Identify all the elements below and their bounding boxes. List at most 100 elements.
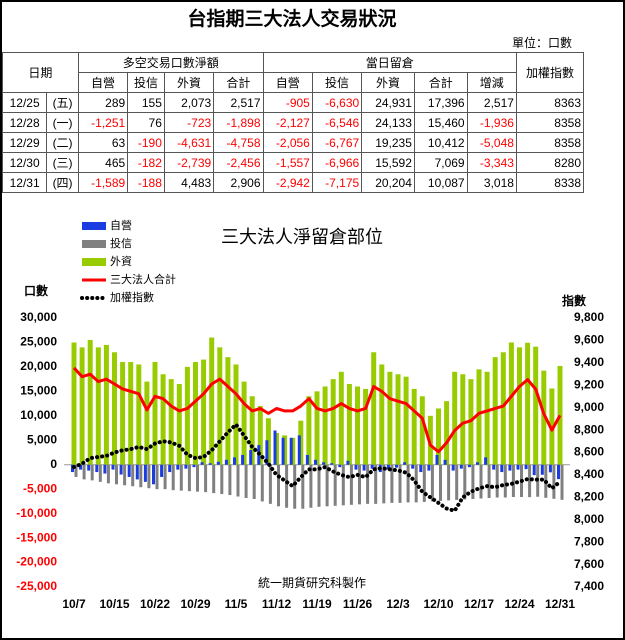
bar bbox=[103, 464, 107, 474]
bar bbox=[82, 464, 86, 480]
legend-swatch bbox=[82, 240, 106, 248]
bar bbox=[135, 464, 139, 480]
header: 增減 bbox=[466, 72, 517, 93]
cell: -1,557 bbox=[262, 152, 313, 173]
bar bbox=[371, 352, 377, 465]
legend-label: 投信 bbox=[110, 236, 132, 250]
y-tick-label: -5,000 bbox=[23, 481, 57, 495]
bar bbox=[236, 464, 240, 497]
bar bbox=[241, 454, 245, 465]
cell: (一) bbox=[46, 112, 79, 133]
bar bbox=[87, 340, 93, 465]
bar bbox=[362, 464, 366, 471]
bar bbox=[532, 464, 536, 476]
y-tick-label: -20,000 bbox=[16, 555, 57, 569]
cell: -1,589 bbox=[77, 172, 129, 193]
bar bbox=[358, 464, 361, 505]
bar bbox=[212, 464, 216, 494]
legend-label: 自營 bbox=[110, 219, 132, 232]
bar bbox=[398, 464, 402, 503]
bar bbox=[525, 342, 531, 465]
bar bbox=[171, 464, 175, 491]
y-tick-label: 25,000 bbox=[20, 335, 57, 349]
bar bbox=[455, 464, 459, 500]
bar bbox=[484, 457, 488, 465]
cell: -5,048 bbox=[466, 132, 517, 153]
bar bbox=[508, 342, 514, 465]
cell: 2,906 bbox=[213, 172, 264, 193]
bar bbox=[422, 464, 426, 502]
bar bbox=[541, 370, 547, 465]
line bbox=[72, 422, 562, 513]
bar bbox=[228, 464, 232, 496]
bar bbox=[233, 457, 236, 465]
bar bbox=[90, 464, 94, 481]
bar bbox=[220, 464, 224, 495]
bar bbox=[427, 464, 431, 471]
bar bbox=[204, 464, 208, 493]
chart-title: 三大法人淨留倉部位 bbox=[221, 227, 383, 247]
bar bbox=[528, 464, 532, 498]
bar bbox=[548, 464, 552, 473]
row: 12/28 (一) -1,251 76 -723 -1,898 -2,127 -6,546 24… bbox=[2, 112, 585, 133]
bar bbox=[540, 464, 544, 475]
bar bbox=[281, 437, 285, 465]
y2-tick-label: 8,400 bbox=[574, 467, 604, 481]
cell: (三) bbox=[46, 152, 79, 173]
bar bbox=[196, 464, 199, 492]
line bbox=[72, 366, 562, 454]
bar bbox=[403, 462, 407, 465]
bar bbox=[128, 362, 134, 465]
bar bbox=[152, 464, 155, 485]
y-tick-label: 15,000 bbox=[20, 384, 57, 398]
bar bbox=[333, 464, 337, 506]
bar bbox=[451, 464, 455, 471]
bar bbox=[160, 464, 164, 477]
bar bbox=[314, 391, 320, 465]
bar bbox=[252, 464, 256, 499]
bar bbox=[224, 459, 228, 465]
y2-tick-label: 9,400 bbox=[574, 355, 604, 369]
bar bbox=[176, 464, 180, 470]
bar bbox=[147, 464, 151, 489]
header: 合計 bbox=[413, 72, 468, 93]
cell: -7,175 bbox=[311, 172, 363, 193]
bar bbox=[411, 464, 415, 469]
legend-swatch bbox=[82, 258, 106, 266]
bar bbox=[143, 464, 147, 482]
bar bbox=[366, 464, 370, 504]
y2-axis-label: 指數 bbox=[562, 293, 586, 308]
bar bbox=[500, 352, 506, 465]
bar bbox=[297, 435, 301, 465]
y-tick-label: -10,000 bbox=[16, 506, 57, 520]
bar bbox=[430, 464, 434, 502]
bar bbox=[390, 464, 394, 503]
bar bbox=[363, 388, 369, 465]
bar bbox=[123, 464, 127, 486]
bar bbox=[193, 362, 198, 465]
y2-tick-label: 8,600 bbox=[574, 445, 604, 459]
row: 12/31 (四) -1,589 -188 4,483 2,906 -2,942 -7,175… bbox=[2, 172, 585, 193]
legend-swatch bbox=[82, 222, 106, 230]
cell: 12/31 bbox=[2, 172, 48, 193]
bar bbox=[560, 464, 564, 500]
bar bbox=[268, 464, 272, 504]
x-tick-label: 10/22 bbox=[140, 597, 170, 611]
bar bbox=[200, 462, 204, 465]
bar bbox=[131, 464, 135, 487]
bar bbox=[87, 464, 91, 471]
cell: -1,898 bbox=[213, 112, 264, 133]
legend-label: 加權指數 bbox=[110, 290, 154, 304]
x-tick-label: 10/15 bbox=[99, 597, 129, 611]
bar bbox=[322, 386, 328, 465]
bar bbox=[208, 463, 212, 465]
bar bbox=[265, 440, 269, 465]
cell: -188 bbox=[127, 172, 165, 193]
cell: 8358 bbox=[515, 132, 585, 153]
cell: 12/29 bbox=[2, 132, 48, 153]
x-tick-label: 10/29 bbox=[180, 597, 210, 611]
bar bbox=[136, 364, 142, 465]
bar bbox=[249, 396, 255, 465]
note: 統一期貨研究科製作 bbox=[258, 575, 366, 590]
